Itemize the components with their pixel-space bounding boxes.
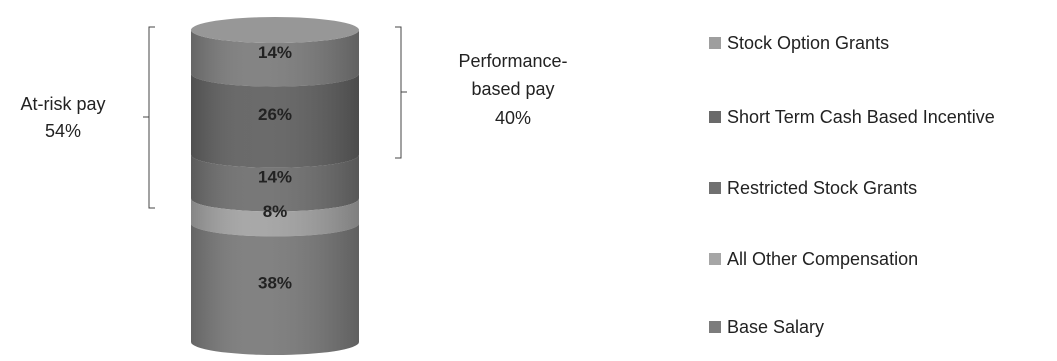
performance-annotation: Performance- based pay 40% (395, 26, 568, 159)
legend-swatch-stock-option-grants (709, 37, 721, 49)
at-risk-label: At-risk pay (20, 94, 105, 114)
legend-label-base-salary: Base Salary (727, 317, 824, 337)
legend-label-short-term-cash-incentive: Short Term Cash Based Incentive (727, 107, 995, 127)
legend-label-stock-option-grants: Stock Option Grants (727, 33, 889, 53)
at-risk-annotation: At-risk pay 54% (20, 26, 155, 209)
legend-item-short-term-cash-incentive: Short Term Cash Based Incentive (709, 107, 995, 127)
cylinder-segment-shading-base-salary (191, 223, 359, 355)
at-risk-value: 54% (45, 121, 81, 141)
cylinder-segment-shading-all-other-compensation (191, 198, 359, 237)
performance-value: 40% (495, 108, 531, 128)
at-risk-bracket (143, 26, 155, 209)
data-label-restricted-stock-grants: 14% (258, 168, 292, 187)
data-label-stock-option-grants: 14% (258, 43, 292, 62)
cylinder-segment-shading-stock-option-grants (191, 30, 359, 87)
performance-label-line1: Performance- (458, 51, 567, 71)
legend-swatch-restricted-stock-grants (709, 182, 721, 194)
legend-item-all-other-compensation: All Other Compensation (709, 249, 918, 269)
data-label-all-other-compensation: 8% (263, 202, 288, 221)
legend-item-restricted-stock-grants: Restricted Stock Grants (709, 178, 917, 198)
legend-item-stock-option-grants: Stock Option Grants (709, 33, 889, 53)
cylinder-segment-shading-short-term-cash-based-incentive (191, 73, 359, 168)
cylinder-bodies (191, 17, 359, 355)
legend-item-base-salary: Base Salary (709, 317, 824, 337)
performance-bracket (395, 26, 407, 159)
legend-swatch-short-term-cash-incentive (709, 111, 721, 123)
data-label-short-term-cash-based-incentive: 26% (258, 105, 292, 124)
segment-labels: 14% 26% 14% 8% 38% (258, 43, 292, 293)
legend-label-restricted-stock-grants: Restricted Stock Grants (727, 178, 917, 198)
legend-swatch-all-other-compensation (709, 253, 721, 265)
legend-swatch-base-salary (709, 321, 721, 333)
legend: Stock Option Grants Short Term Cash Base… (709, 33, 995, 337)
legend-label-all-other-compensation: All Other Compensation (727, 249, 918, 269)
performance-label-line2: based pay (471, 79, 554, 99)
cylinder-segment-shading-restricted-stock-grants (191, 154, 359, 212)
data-label-base-salary: 38% (258, 274, 292, 293)
cylinder-top-cap (191, 17, 359, 43)
